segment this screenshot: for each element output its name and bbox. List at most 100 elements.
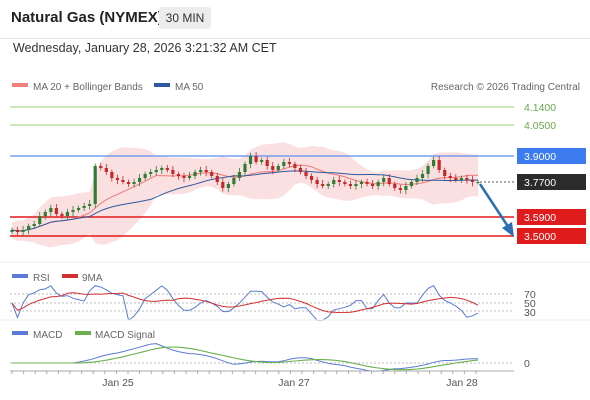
- candle-body: [376, 182, 380, 186]
- timeframe-button[interactable]: 30 MIN: [159, 7, 211, 29]
- rsi-tick-50: 50: [524, 298, 536, 310]
- candle-body: [321, 184, 325, 186]
- candle-body: [382, 178, 386, 182]
- datetime-label: Wednesday, January 28, 2026 3:21:32 AM C…: [13, 41, 277, 55]
- candle-body: [409, 182, 414, 186]
- candle-body: [315, 180, 319, 184]
- candle-body: [393, 184, 397, 188]
- candle-body: [171, 170, 175, 174]
- candle-body: [221, 182, 225, 188]
- instrument-title: Natural Gas (NYMEX): [11, 9, 163, 26]
- candle-body: [226, 184, 230, 188]
- ma50-line: [11, 170, 479, 232]
- candle-body: [365, 182, 369, 184]
- candle-body: [454, 178, 458, 180]
- candle-body: [271, 166, 275, 170]
- candle-body: [49, 208, 53, 212]
- candle-body: [309, 176, 314, 180]
- candle-body: [15, 230, 20, 232]
- candle-body: [254, 156, 258, 162]
- ma20-legend-swatch: [12, 83, 28, 87]
- rsi-tick-70: 70: [524, 289, 536, 301]
- candle-body: [54, 208, 58, 214]
- candle-body: [465, 178, 469, 180]
- macd-signal-legend-label: MACD Signal: [95, 330, 155, 341]
- candle-body: [104, 168, 108, 172]
- candle-body: [354, 184, 358, 186]
- candle-body: [10, 230, 14, 232]
- candle-body: [160, 168, 164, 170]
- rsi-line: [11, 285, 479, 321]
- s2-label: 3.5000: [524, 231, 556, 243]
- macd-legend-swatch: [12, 331, 28, 335]
- candle-body: [143, 174, 147, 178]
- candle-body: [298, 168, 303, 172]
- rsi-ma-legend-label: 9MA: [82, 273, 103, 284]
- forecast-arrow-line: [478, 183, 511, 229]
- candle-body: [82, 206, 86, 208]
- candle-body: [132, 182, 136, 184]
- candle-body: [43, 212, 47, 216]
- candle-body: [165, 168, 169, 170]
- candle-body: [210, 172, 214, 176]
- rsi-ma-legend-swatch: [62, 274, 78, 278]
- candle-body: [437, 160, 441, 170]
- x-tick-jan28: Jan 28: [446, 377, 478, 389]
- candle-body: [88, 204, 92, 206]
- candle-body: [370, 184, 375, 186]
- candle-body: [38, 216, 42, 224]
- candle-body: [398, 188, 402, 190]
- candle-body: [204, 170, 208, 172]
- current-price-label: 3.7700: [524, 177, 556, 189]
- candle-body: [193, 172, 197, 176]
- pivot-label: 3.9000: [524, 151, 556, 163]
- s1-label: 3.5900: [524, 212, 556, 224]
- candle-body: [287, 162, 291, 164]
- pivot-label-box: [517, 148, 586, 164]
- copyright-text: Research © 2026 Trading Central: [431, 82, 580, 93]
- rsi-legend-swatch: [12, 274, 28, 278]
- candle-body: [110, 172, 114, 178]
- candle-body: [443, 170, 447, 176]
- candle-body: [415, 178, 419, 182]
- macd-legend-label: MACD: [33, 330, 62, 341]
- r2-label: 4.1400: [524, 102, 556, 114]
- candle-body: [459, 178, 463, 180]
- candle-body: [71, 210, 75, 212]
- x-tick-jan25: Jan 25: [102, 377, 134, 389]
- candle-body: [476, 182, 480, 183]
- candle-body: [243, 164, 247, 172]
- candle-body: [182, 176, 186, 178]
- chart-header: Natural Gas (NYMEX) 30 MIN: [0, 0, 590, 39]
- candle-body: [21, 230, 25, 232]
- candle-body: [237, 172, 242, 178]
- candle-body: [332, 180, 336, 184]
- candle-body: [343, 182, 347, 184]
- candles-group: [10, 152, 480, 236]
- candle-body: [276, 166, 280, 170]
- candle-body: [115, 178, 120, 180]
- s2-label-box: [517, 228, 586, 244]
- candle-body: [337, 180, 341, 182]
- candle-body: [121, 180, 125, 182]
- r1-label: 4.0500: [524, 120, 556, 132]
- candle-body: [199, 170, 203, 172]
- candle-body: [404, 186, 408, 190]
- rsi-legend-label: RSI: [33, 273, 50, 284]
- candle-body: [282, 162, 286, 166]
- candle-body: [32, 224, 36, 226]
- candle-body: [65, 212, 70, 216]
- candle-body: [27, 226, 31, 230]
- x-tick-jan27: Jan 27: [278, 377, 310, 389]
- candle-body: [326, 184, 330, 186]
- candle-body: [187, 176, 192, 178]
- candle-body: [176, 174, 181, 176]
- candle-body: [149, 172, 153, 174]
- candle-body: [93, 166, 97, 204]
- candle-body: [448, 176, 452, 178]
- candle-body: [359, 182, 364, 184]
- s1-label-box: [517, 209, 586, 225]
- forecast-arrow-head: [502, 222, 514, 237]
- candle-body: [99, 166, 103, 168]
